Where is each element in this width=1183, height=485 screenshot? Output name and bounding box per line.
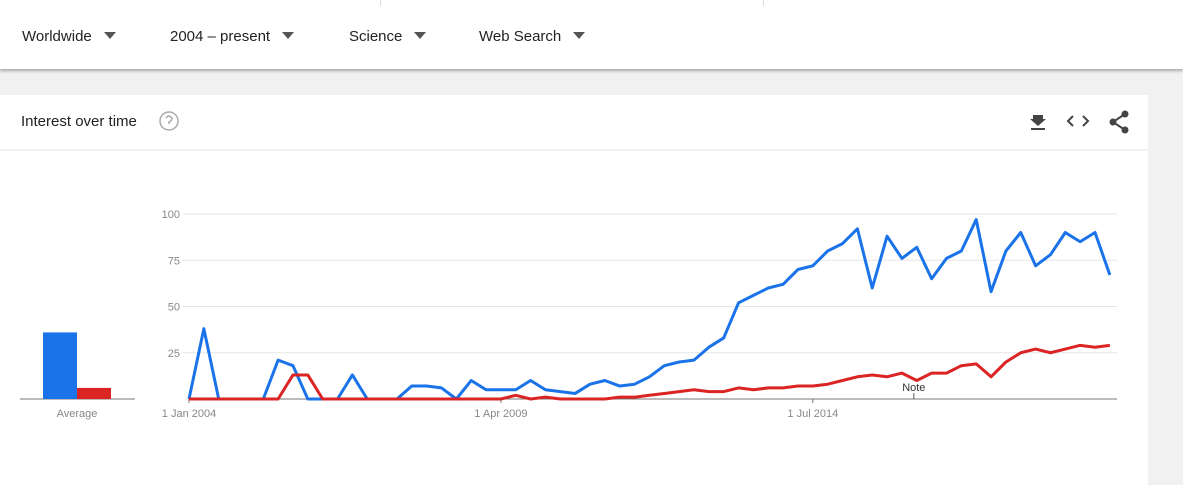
average-bar	[43, 332, 77, 399]
share-icon[interactable]	[1109, 110, 1129, 134]
card: Interest over time 25 50 75 100 1 Jan 2004 1 …	[0, 95, 1148, 485]
note: Note	[902, 382, 925, 394]
filter[interactable]: Web Search	[479, 28, 585, 45]
series-line	[187, 218, 1112, 401]
x-tick-label: 1 Jul 2014	[787, 408, 838, 420]
embed-icon[interactable]	[1066, 115, 1090, 127]
x-tick-label: 1 Apr 2009	[474, 408, 527, 420]
card-title: Interest over time	[21, 113, 137, 130]
filter[interactable]: 2004 – present	[170, 28, 294, 45]
average-bar	[77, 387, 111, 399]
y-tick-label: 100	[162, 209, 180, 221]
y-tick-label: 25	[168, 348, 180, 360]
filter-bar: Worldwide 2004 – present Science Web Sea…	[0, 0, 1183, 69]
help-mark	[165, 115, 173, 124]
average-label: Average	[57, 408, 98, 420]
y-tick-label: 50	[168, 302, 180, 314]
series-line	[189, 343, 1111, 401]
help-icon[interactable]	[159, 111, 179, 131]
filter[interactable]: Science	[349, 28, 426, 45]
download-icon[interactable]	[1030, 115, 1046, 130]
y-tick-label: 75	[168, 255, 180, 267]
filter[interactable]: Worldwide	[22, 28, 116, 45]
chart: 25 50 75 100 1 Jan 2004 1 Apr 2009 1 Jul 2014 A…	[0, 110, 1148, 420]
x-tick-label: 1 Jan 2004	[162, 408, 216, 420]
